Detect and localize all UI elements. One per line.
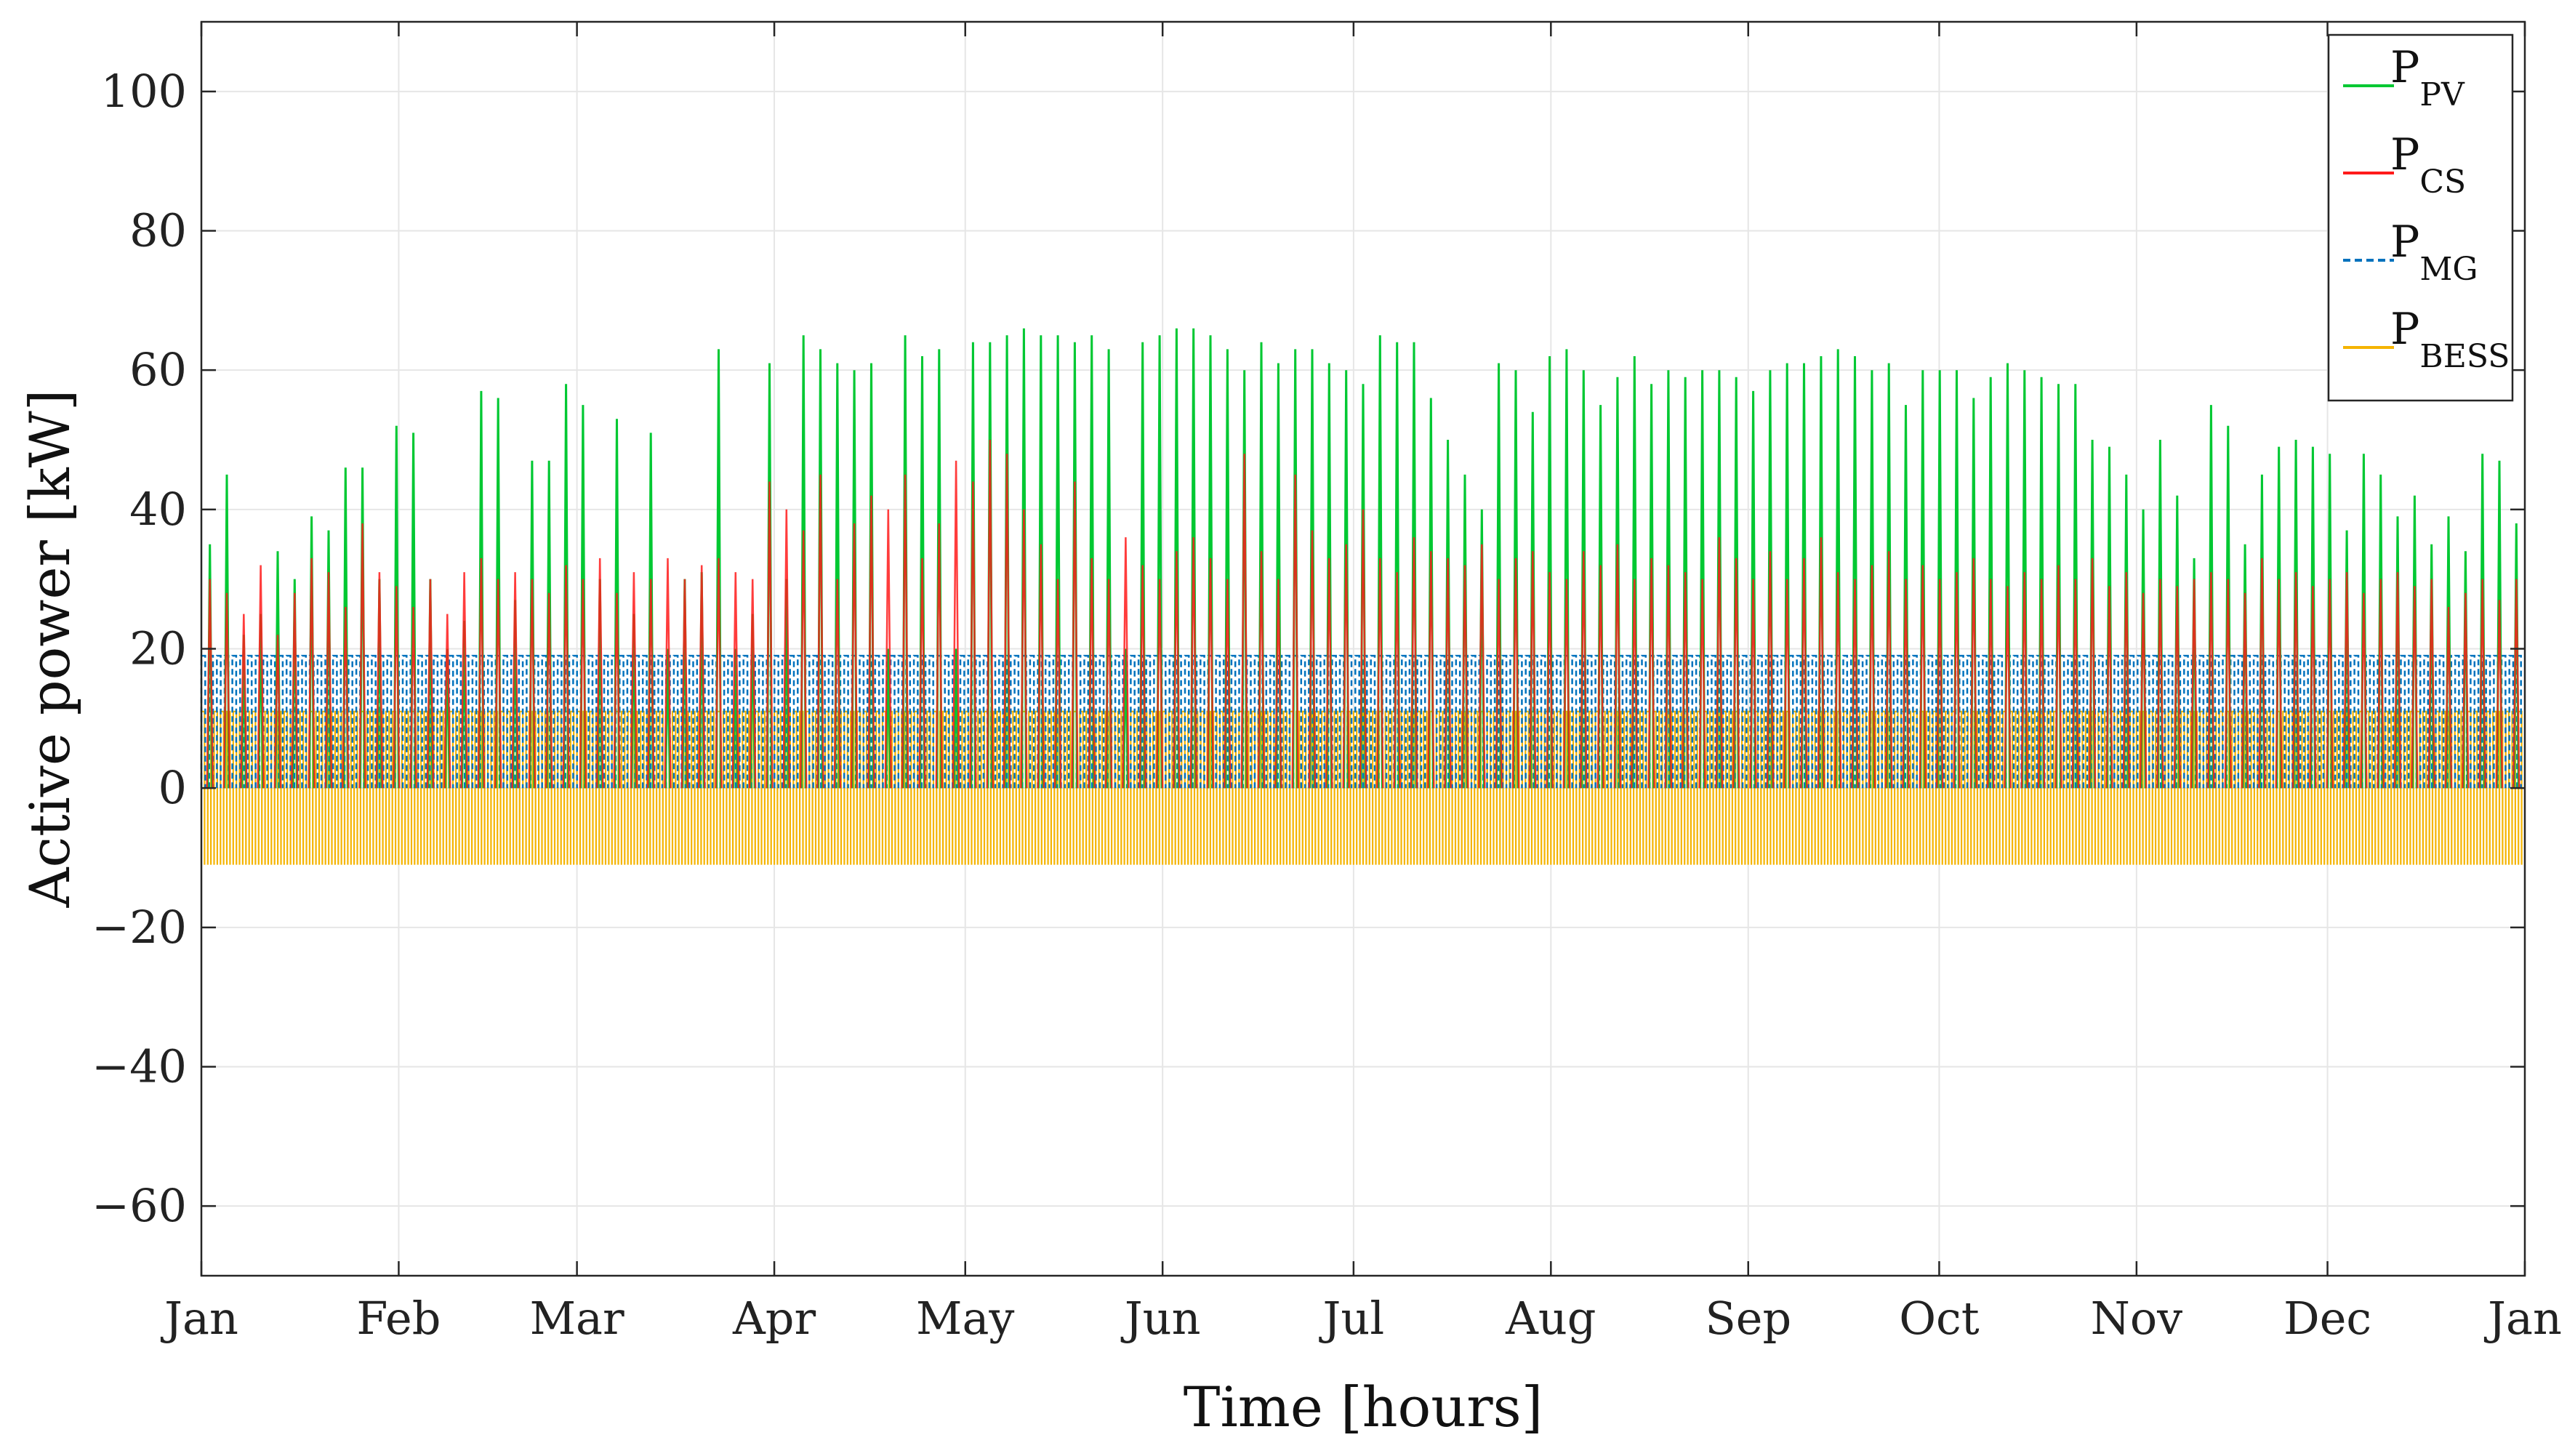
x-tick-label: Sep [1705, 1292, 1791, 1345]
x-tick-label: Nov [2091, 1292, 2183, 1345]
x-tick-label: Aug [1505, 1292, 1596, 1345]
x-tick-label: Apr [732, 1292, 816, 1345]
legend[interactable]: PPV PCS PMG PBESS [2327, 33, 2514, 402]
y-tick-label: 20 [129, 622, 187, 675]
x-tick-label: Dec [2283, 1292, 2371, 1345]
y-tick-label: −60 [92, 1179, 187, 1232]
y-tick-label: 40 [129, 483, 187, 536]
series-area [200, 328, 2523, 865]
legend-label-bess[interactable]: PBESS [2390, 304, 2510, 375]
legend-label-mg[interactable]: PMG [2390, 217, 2478, 288]
x-tick-label: Jul [1319, 1292, 1385, 1345]
x-axis-label: Time [hours] [1184, 1375, 1543, 1439]
x-axis: Jan Feb Mar Apr May Jun Jul Aug Sep Oct Nov Dec Jan [160, 22, 2562, 1345]
y-axis: 100 80 60 40 20 0 −20 −40 −60 [92, 65, 2525, 1232]
x-tick-label: Jun [1120, 1292, 1201, 1345]
legend-box [2327, 33, 2514, 402]
x-tick-label: Feb [356, 1292, 441, 1345]
x-tick-label: May [916, 1292, 1014, 1345]
y-axis-label: Active power [kW] [17, 390, 82, 909]
y-tick-label: 0 [158, 761, 187, 814]
y-tick-label: −40 [92, 1040, 187, 1093]
y-tick-label: 80 [129, 204, 187, 257]
series-line-cs [206, 439, 2520, 789]
y-tick-label: 100 [101, 65, 187, 118]
y-tick-label: 60 [129, 343, 187, 396]
legend-label-pv[interactable]: PPV [2390, 42, 2465, 113]
x-tick-label: Mar [530, 1292, 624, 1345]
legend-label-cs[interactable]: PCS [2390, 129, 2466, 201]
y-tick-label: −20 [92, 901, 187, 954]
x-tick-label: Oct [1899, 1292, 1980, 1345]
x-tick-label: Jan [2483, 1292, 2562, 1345]
x-tick-label: Jan [160, 1292, 238, 1345]
